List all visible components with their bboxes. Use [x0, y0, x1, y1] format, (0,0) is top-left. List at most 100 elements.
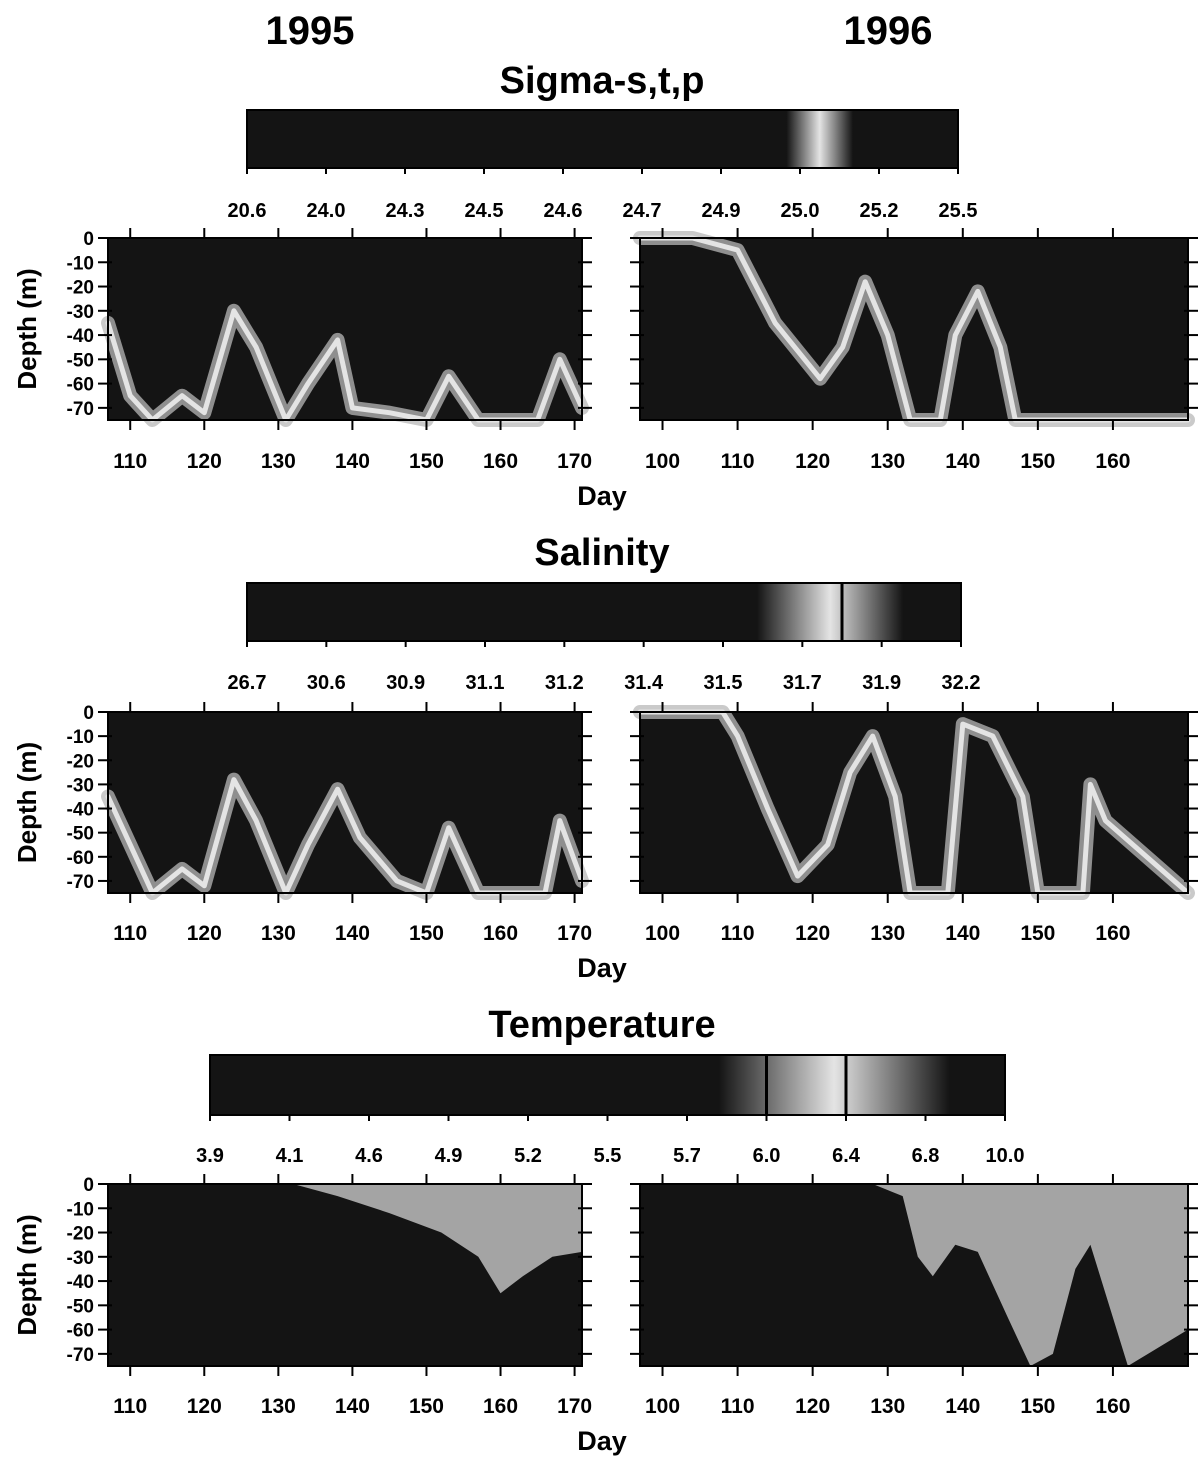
x-tick-label: 160: [483, 922, 518, 945]
y-tick-label: -40: [67, 1272, 94, 1293]
y-tick-label: -30: [67, 775, 94, 796]
y-tick-label: -20: [67, 751, 94, 772]
x-tick-label: 170: [557, 450, 592, 473]
colorbar: [246, 109, 959, 169]
panel-1996: 100 110 120 130 140 150 160: [630, 228, 1198, 473]
y-tick-label: -10: [67, 253, 94, 274]
x-axis-label: Day: [577, 481, 627, 511]
x-tick-label: 150: [409, 922, 444, 945]
y-tick-label: -50: [67, 1296, 94, 1317]
y-tick-label: -40: [67, 326, 94, 347]
colorbar-tick-label: 31.2: [545, 672, 584, 694]
x-tick-label: 130: [261, 922, 296, 945]
colorbar-tick-label: 6.0: [753, 1145, 781, 1167]
colorbar-tick-label: 24.6: [544, 200, 583, 222]
x-tick-label: 150: [1020, 1395, 1055, 1418]
x-tick-label: 110: [721, 450, 755, 473]
x-tick-label: 150: [409, 1395, 444, 1418]
chart-2: Temperature 3.9 4.1 4.6 4.9 5.2 5.5 5.7 6.0 6.4 6.…: [12, 1004, 1198, 1456]
warm-layer: [872, 1184, 1188, 1366]
y-tick-label: -50: [67, 824, 94, 845]
x-tick-label: 120: [187, 1395, 222, 1418]
y-tick-label: -70: [67, 872, 94, 893]
x-tick-label: 130: [261, 1395, 296, 1418]
y-tick-label: -10: [67, 1199, 94, 1220]
colorbar-tick-label: 4.9: [435, 1145, 463, 1167]
colorbar-tick-label: 25.0: [781, 200, 820, 222]
y-axis-label: Depth (m): [12, 742, 42, 863]
y-tick-label: -60: [67, 1321, 94, 1342]
colorbar-tick-label: 3.9: [196, 1145, 224, 1167]
panel-frame: [639, 711, 1189, 894]
x-tick-label: 140: [335, 922, 370, 945]
colorbar-tick-label: 10.0: [986, 1145, 1025, 1167]
x-tick-label: 140: [945, 450, 980, 473]
x-tick-label: 150: [1020, 450, 1055, 473]
x-tick-label: 110: [113, 922, 147, 945]
colorbar-tick-label: 5.5: [594, 1145, 622, 1167]
x-tick-label: 130: [870, 450, 905, 473]
x-tick-label: 110: [721, 922, 755, 945]
x-tick-label: 130: [870, 1395, 905, 1418]
y-tick-label: -70: [67, 399, 94, 420]
colorbar-tick-label: 6.8: [912, 1145, 940, 1167]
x-tick-label: 140: [335, 450, 370, 473]
x-tick-label: 100: [645, 1395, 680, 1418]
colorbar-tick-label: 24.3: [386, 200, 425, 222]
panel-field: [640, 712, 1188, 893]
y-tick-label: -40: [67, 800, 94, 821]
colorbar-tick-label: 31.4: [624, 672, 664, 694]
x-tick-label: 150: [409, 450, 444, 473]
x-tick-label: 120: [187, 922, 222, 945]
year-1996-label: 1996: [844, 9, 933, 53]
bright-ridge-core: [637, 235, 1191, 423]
panel-frame: [107, 1183, 583, 1367]
y-tick-label: -30: [67, 1248, 94, 1269]
x-tick-label: 160: [1095, 922, 1130, 945]
colorbar-tick-label: 24.5: [465, 200, 504, 222]
x-tick-label: 170: [557, 922, 592, 945]
panel-1996: 100 110 120 130 140 150 160: [630, 702, 1198, 945]
panel-frame: [107, 711, 583, 894]
panel-frame: [639, 1183, 1189, 1367]
panel-field: [640, 238, 1188, 420]
colorbar-tick-label: 31.1: [466, 672, 505, 694]
panel-frame: [639, 237, 1189, 421]
chart-1: Salinity 26.7 30.6 30.9 31.1 31.2 31.4 31.5 31.7…: [12, 532, 1198, 983]
colorbar-tick-label: 30.6: [307, 672, 346, 694]
x-tick-label: 160: [1095, 1395, 1130, 1418]
colorbar-tick-label: 31.5: [704, 672, 743, 694]
colorbar-tick-label: 6.4: [832, 1145, 861, 1167]
colorbar: [246, 582, 962, 642]
x-tick-label: 120: [795, 922, 830, 945]
x-tick-label: 170: [557, 1395, 592, 1418]
x-tick-label: 110: [721, 1395, 755, 1418]
x-tick-label: 120: [795, 450, 830, 473]
x-tick-label: 100: [645, 450, 680, 473]
y-tick-label: -10: [67, 727, 94, 748]
x-tick-label: 140: [945, 922, 980, 945]
y-tick-label: -50: [67, 350, 94, 371]
x-tick-label: 100: [645, 922, 680, 945]
colorbar: [209, 1054, 1006, 1116]
colorbar-tick-label: 5.7: [673, 1145, 701, 1167]
colorbar-tick-label: 24.0: [307, 200, 346, 222]
chart-0: Sigma-s,t,p 20.6 24.0 24.3 24.5 24.6 24.7 24.9 2…: [12, 60, 1198, 511]
y-tick-label: 0: [83, 703, 94, 724]
y-axis-label: Depth (m): [12, 268, 42, 389]
panel-1996: 100 110 120 130 140 150 160: [630, 1174, 1198, 1418]
y-tick-label: -60: [67, 375, 94, 396]
y-axis-label: Depth (m): [12, 1214, 42, 1335]
x-tick-label: 160: [1095, 450, 1130, 473]
x-tick-label: 110: [113, 1395, 147, 1418]
x-axis-label: Day: [577, 953, 627, 983]
x-tick-label: 120: [187, 450, 222, 473]
panel-1995: 0 -10 -20 -30 -40 -50 -60 -70 110 120 130 140 150 160…: [67, 228, 592, 473]
panel-1995: 0 -10 -20 -30 -40 -50 -60 -70 110 120 130 140 150 160…: [67, 702, 592, 945]
colorbar-tick-label: 26.7: [228, 672, 267, 694]
colorbar-tick-label: 20.6: [228, 200, 267, 222]
y-tick-label: 0: [83, 1175, 94, 1196]
x-tick-label: 140: [945, 1395, 980, 1418]
x-tick-label: 140: [335, 1395, 370, 1418]
